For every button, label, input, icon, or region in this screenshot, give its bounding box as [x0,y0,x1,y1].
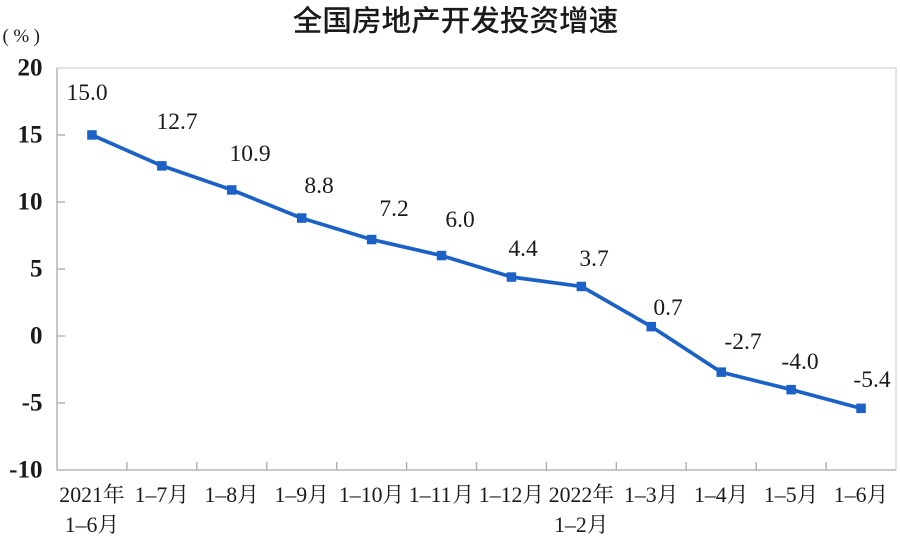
svg-text:-5: -5 [22,390,43,417]
svg-text:3.7: 3.7 [579,246,609,272]
svg-text:1–10: 1–10 [339,483,383,507]
svg-text:20: 20 [18,55,43,82]
svg-text:5: 5 [30,256,43,283]
svg-text:1–9: 1–9 [275,483,308,507]
svg-text:12.7: 12.7 [156,109,197,135]
svg-text:10.9: 10.9 [229,141,270,167]
svg-text:-2.7: -2.7 [724,329,761,355]
svg-text:1–3: 1–3 [624,483,657,507]
svg-text:1–5: 1–5 [764,483,797,507]
svg-text:1–6: 1–6 [65,513,98,537]
svg-text:0.7: 0.7 [653,295,683,321]
svg-text:1–12: 1–12 [479,483,523,507]
svg-text:-10: -10 [9,457,42,484]
svg-text:-4.0: -4.0 [781,349,818,375]
svg-text:1–11: 1–11 [409,483,452,507]
svg-text:2022: 2022 [549,483,593,507]
svg-text:1–8: 1–8 [205,483,238,507]
svg-text:1–7: 1–7 [135,483,168,507]
svg-text:15: 15 [18,122,43,149]
svg-text:1–4: 1–4 [694,483,727,507]
svg-text:2021: 2021 [59,483,103,507]
svg-text:-5.4: -5.4 [853,367,890,393]
svg-text:0: 0 [30,323,43,350]
svg-text:(%): (%) [3,26,45,47]
svg-text:6.0: 6.0 [445,207,474,233]
svg-text:8.8: 8.8 [304,173,333,199]
svg-text:4.4: 4.4 [508,236,538,262]
svg-text:15.0: 15.0 [66,80,107,106]
svg-text:7.2: 7.2 [379,196,408,222]
svg-text:10: 10 [18,189,43,216]
svg-text:1–6: 1–6 [834,483,867,507]
svg-text:1–2: 1–2 [554,513,587,537]
